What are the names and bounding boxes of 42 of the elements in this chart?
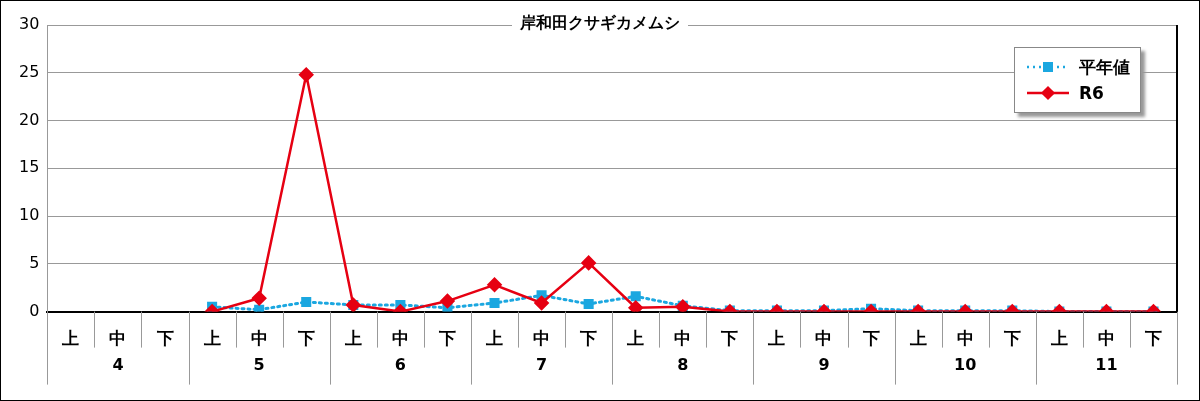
x-tick-label: 上	[767, 328, 786, 349]
x-tick-label: 中	[391, 328, 409, 349]
x-tick-label: 上	[908, 328, 927, 349]
x-tick-label: 下	[155, 328, 174, 349]
x-tick-label: 上	[626, 328, 645, 349]
y-tick-label: 20	[19, 109, 40, 129]
x-tick-label: 中	[250, 328, 268, 349]
x-tick-label: 上	[1049, 328, 1068, 349]
legend-label: 平年値	[1079, 55, 1130, 79]
x-tick-label: 下	[1002, 328, 1021, 349]
x-tick-label: 下	[1143, 328, 1162, 349]
chart-title: 岸和田クサギカメムシ	[512, 13, 688, 32]
text: 5	[253, 355, 265, 375]
x-tick-label: 下	[720, 328, 739, 349]
x-tick-label: 下	[437, 328, 456, 349]
y-tick-label: 10	[19, 205, 40, 225]
text: 11	[1095, 355, 1118, 375]
y-tick-label: 5	[29, 252, 40, 272]
x-tick-label: 中	[533, 328, 551, 349]
x-tick-label: 中	[1097, 328, 1115, 349]
text: 4	[112, 355, 124, 375]
x-tick-label: 上	[485, 328, 504, 349]
legend-label: R6	[1079, 83, 1104, 103]
x-tick-label: 中	[815, 328, 833, 349]
x-tick-label: 下	[296, 328, 315, 349]
x-tick-label: 中	[956, 328, 974, 349]
text: 10	[954, 355, 977, 375]
x-tick-label: 上	[343, 328, 362, 349]
x-tick-label: 下	[861, 328, 880, 349]
x-tick-label: 上	[61, 328, 80, 349]
x-tick-label: 上	[202, 328, 221, 349]
y-tick-label: 0	[29, 300, 40, 320]
x-tick-label: 下	[579, 328, 598, 349]
y-tick-label: 25	[19, 61, 40, 81]
y-tick-label: 30	[19, 14, 40, 34]
text: 8	[677, 355, 689, 375]
text: 7	[536, 355, 548, 375]
y-tick-label: 15	[19, 157, 40, 177]
text: 9	[818, 355, 830, 375]
x-tick-label: 中	[674, 328, 692, 349]
text: 6	[394, 355, 406, 375]
x-tick-label: 中	[109, 328, 127, 349]
